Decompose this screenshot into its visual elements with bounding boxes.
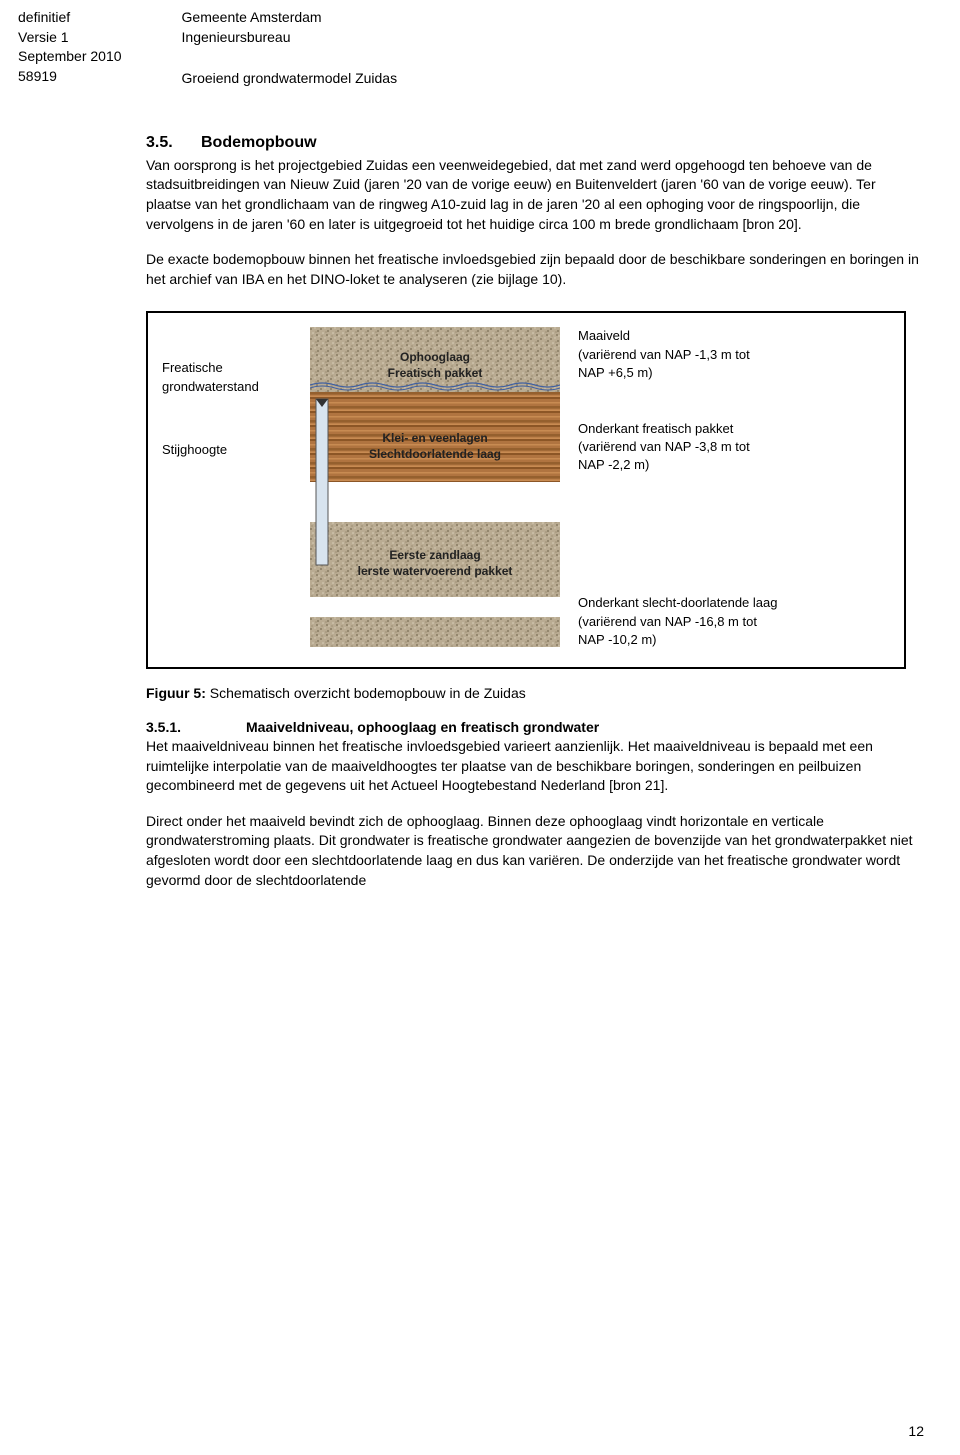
caption-label: Figuur 5: [146,685,206,701]
subsection-para-2: Direct onder het maaiveld bevindt zich d… [146,812,920,890]
section-para-1: Van oorsprong is het projectgebied Zuida… [146,156,920,234]
header-meta-right: Gemeente Amsterdam Ingenieursbureau Groe… [182,8,398,89]
rlabel-onderkant-slecht: Onderkant slecht-doorlatende laag (varië… [578,594,890,649]
rlabel-of-title: Onderkant freatisch pakket [578,420,890,438]
page-header: definitief Versie 1 September 2010 58919… [18,8,930,89]
doc-date: September 2010 [18,47,122,67]
subsection-number: 3.5.1. [146,719,246,735]
rlabel-os-line2: NAP -10,2 m) [578,631,890,649]
layer3-label1: Eerste zandlaag [389,548,480,562]
layer1-label2: Freatisch pakket [388,366,483,380]
doc-number: 58919 [18,67,122,87]
section-number: 3.5. [146,134,201,152]
org-name: Gemeente Amsterdam [182,8,398,28]
rlabel-maaiveld-line1: (variërend van NAP -1,3 m tot [578,346,890,364]
doc-status: definitief [18,8,122,28]
subsection-title: Maaiveldniveau, ophooglaag en freatisch … [246,719,599,735]
main-content: 3.5.Bodemopbouw Van oorsprong is het pro… [146,134,920,890]
rlabel-of-line1: (variërend van NAP -3,8 m tot [578,438,890,456]
caption-text: Schematisch overzicht bodemopbouw in de … [206,685,526,701]
soil-column-svg: Ophooglaag Freatisch pakket Klei- en vee… [310,327,560,650]
page-number: 12 [908,1423,924,1439]
dept-name: Ingenieursbureau [182,28,398,48]
rlabel-maaiveld-line2: NAP +6,5 m) [578,364,890,382]
layer1-label1: Ophooglaag [400,350,470,364]
layer2-label1: Klei- en veenlagen [382,431,487,445]
layer2-label2: Slechtdoorlatende laag [369,447,501,461]
figure-caption: Figuur 5: Schematisch overzicht bodemopb… [146,685,920,701]
label-grondwaterstand: grondwaterstand [162,378,292,396]
rlabel-maaiveld-title: Maaiveld [578,327,890,345]
rlabel-os-line1: (variërend van NAP -16,8 m tot [578,613,890,631]
label-freatische: Freatische [162,359,292,377]
rlabel-of-line2: NAP -2,2 m) [578,456,890,474]
header-meta-left: definitief Versie 1 September 2010 58919 [18,8,122,89]
section-heading: 3.5.Bodemopbouw [146,134,920,152]
label-stijghoogte: Stijghoogte [162,441,292,459]
rlabel-onderkant-freatisch: Onderkant freatisch pakket (variërend va… [578,420,890,475]
doc-version: Versie 1 [18,28,122,48]
subsection-para-1: Het maaiveldniveau binnen het freatische… [146,737,920,796]
soil-diagram-figure: Freatische grondwaterstand Stijghoogte [146,311,906,669]
section-para-2: De exacte bodemopbouw binnen het freatis… [146,250,920,289]
diagram-left-labels: Freatische grondwaterstand Stijghoogte [162,327,292,459]
rlabel-os-title: Onderkant slecht-doorlatende laag [578,594,890,612]
section-title-text: Bodemopbouw [201,134,317,151]
doc-title: Groeiend grondwatermodel Zuidas [182,69,398,89]
diagram-right-labels: Maaiveld (variërend van NAP -1,3 m tot N… [578,327,890,657]
rlabel-maaiveld: Maaiveld (variërend van NAP -1,3 m tot N… [578,327,890,382]
subsection-heading: 3.5.1.Maaiveldniveau, ophooglaag en frea… [146,719,920,735]
layer3-label2: lerste watervoerend pakket [358,564,513,578]
